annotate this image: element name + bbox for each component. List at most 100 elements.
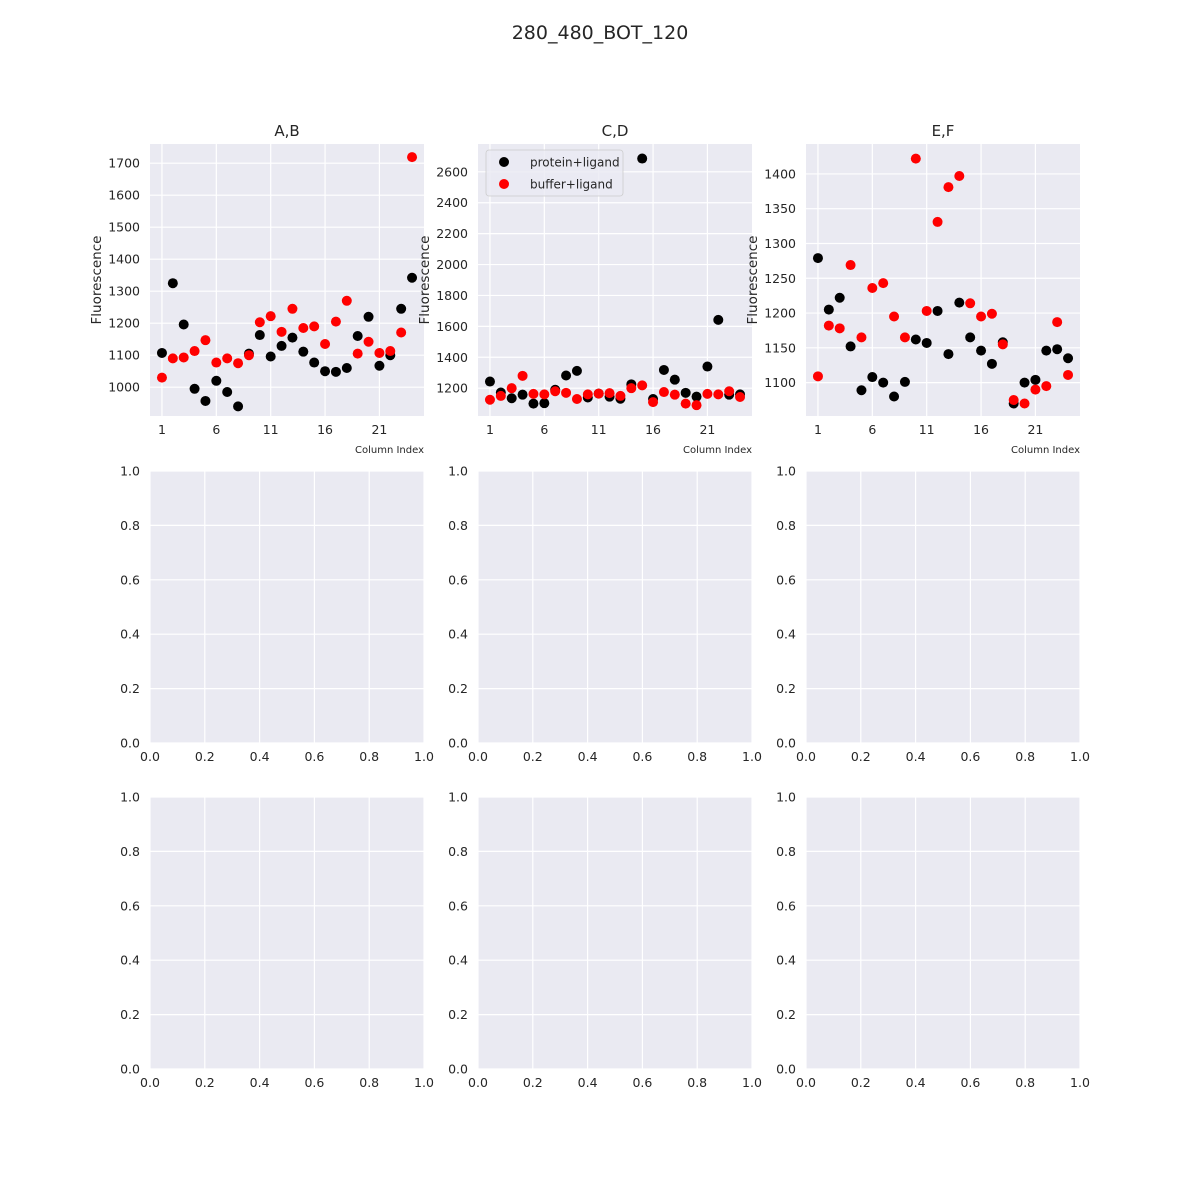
y-tick-label: 1.0 [120, 464, 140, 479]
data-point [921, 337, 932, 348]
legend-label: buffer+ligand [530, 178, 613, 192]
data-point [276, 340, 287, 351]
data-point [932, 216, 943, 227]
data-point [211, 357, 222, 368]
y-tick-label: 0.8 [776, 518, 796, 533]
data-point [899, 376, 910, 387]
data-point [320, 366, 331, 377]
data-point [222, 387, 233, 397]
data-point [997, 339, 1008, 350]
subplot-1: 1 6 11 16 2110001100120013001400150016001700… [89, 122, 424, 456]
y-tick-label: 0.4 [120, 627, 140, 642]
x-tick-label: 0.8 [359, 1075, 379, 1090]
data-point [713, 389, 724, 400]
subplot-9: 0.0 0.2 0.4 0.6 0.8 1.0 0.0 0.2 0.4 0.6 0.8 1.0 [776, 790, 1090, 1091]
data-point [867, 283, 878, 293]
data-point [309, 321, 320, 332]
x-tick-label: 0.4 [906, 1075, 926, 1090]
x-tick-label: 0.2 [851, 749, 871, 764]
legend-marker [499, 179, 509, 189]
y-tick-label: 1300 [764, 236, 796, 251]
plot-area [478, 797, 752, 1069]
y-tick-label: 0.6 [448, 572, 468, 587]
data-point [845, 341, 856, 352]
legend-label: protein+ligand [530, 156, 620, 170]
x-tick-label: 0.2 [851, 1075, 871, 1090]
data-point [407, 272, 418, 283]
data-point [702, 388, 713, 399]
x-tick-label: 1.0 [1070, 1075, 1090, 1090]
data-point [385, 346, 396, 357]
data-point [528, 398, 539, 409]
subplot-8: 0.0 0.2 0.4 0.6 0.8 1.0 0.0 0.2 0.4 0.6 0.8 1.0 [448, 790, 762, 1091]
y-tick-label: 1600 [108, 188, 140, 203]
x-tick-label: 11 [591, 422, 607, 437]
plot-area [150, 797, 424, 1069]
y-tick-label: 0.8 [448, 844, 468, 859]
data-point [713, 314, 724, 325]
data-point [276, 326, 287, 337]
y-tick-label: 2400 [436, 195, 468, 210]
data-point [167, 353, 178, 364]
x-tick-label: 16 [645, 422, 661, 437]
data-point [363, 336, 374, 347]
subplot-title: A,B [274, 122, 299, 140]
x-tick-label: 0.0 [468, 1075, 488, 1090]
x-axis-label: Column Index [683, 445, 752, 456]
data-point [680, 387, 691, 398]
data-point [265, 351, 276, 362]
plot-area [478, 471, 752, 743]
x-tick-label: 1 [814, 422, 822, 437]
data-point [265, 311, 276, 322]
y-tick-label: 1700 [108, 156, 140, 171]
x-axis-label: Column Index [1011, 445, 1080, 456]
data-point [495, 390, 506, 401]
y-tick-label: 1100 [764, 375, 796, 390]
y-tick-label: 0.6 [448, 898, 468, 913]
y-tick-label: 1.0 [776, 464, 796, 479]
data-point [233, 401, 244, 412]
y-tick-label: 1400 [764, 166, 796, 181]
x-tick-label: 0.4 [250, 1075, 270, 1090]
data-point [211, 375, 222, 386]
data-point [352, 331, 363, 341]
plot-area [806, 797, 1080, 1069]
data-point [1030, 384, 1041, 395]
data-point [943, 182, 954, 193]
x-tick-label: 0.4 [906, 749, 926, 764]
y-tick-label: 0.6 [120, 572, 140, 587]
data-point [320, 339, 331, 349]
y-tick-label: 1600 [436, 319, 468, 334]
data-point [976, 311, 987, 322]
x-tick-label: 6 [868, 422, 876, 437]
data-point [1008, 395, 1019, 405]
data-point [352, 348, 363, 359]
data-point [571, 394, 582, 404]
y-tick-label: 0.8 [120, 844, 140, 859]
data-point [669, 389, 680, 400]
x-tick-label: 0.0 [468, 749, 488, 764]
data-point [330, 366, 341, 377]
y-axis-label: Fluorescence [417, 236, 433, 325]
legend: protein+ligand buffer+ligand [485, 149, 624, 197]
data-point [484, 376, 495, 387]
data-point [845, 260, 856, 271]
x-tick-label: 0.8 [687, 1075, 707, 1090]
data-point [363, 311, 374, 322]
y-tick-label: 2000 [436, 257, 468, 272]
data-point [1030, 374, 1041, 385]
data-point [550, 386, 561, 397]
data-point [954, 171, 965, 181]
data-point [287, 332, 298, 343]
y-tick-label: 0.4 [448, 953, 468, 968]
data-point [571, 365, 582, 376]
x-tick-label: 1 [486, 422, 494, 437]
data-point [1063, 353, 1074, 364]
y-tick-label: 0.0 [448, 1062, 468, 1077]
subplot-6: 0.0 0.2 0.4 0.6 0.8 1.0 0.0 0.2 0.4 0.6 0.8 1.0 [776, 464, 1090, 765]
data-point [812, 371, 823, 382]
data-point [637, 380, 648, 391]
x-tick-label: 1.0 [742, 749, 762, 764]
y-tick-label: 1200 [764, 306, 796, 321]
